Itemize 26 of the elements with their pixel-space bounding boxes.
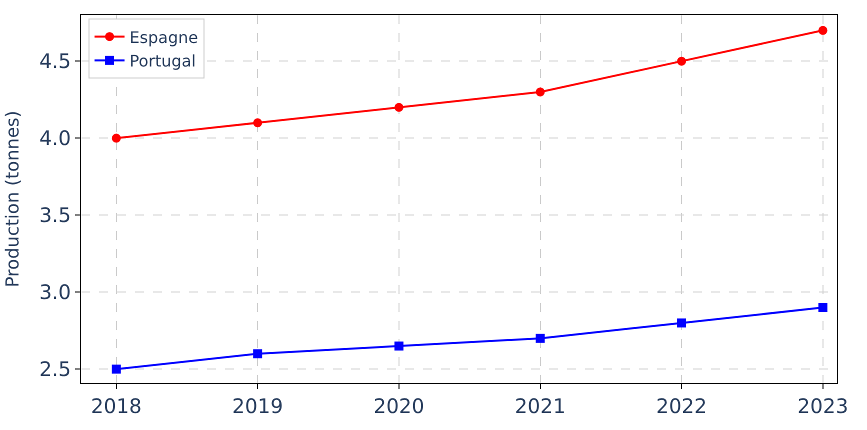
legend-label: Portugal [130,52,196,71]
x-tick-label: 2019 [232,394,284,418]
y-tick-label: 2.5 [39,357,71,382]
point [394,102,404,112]
point [253,118,262,128]
x-tick-label: 2020 [373,394,424,418]
point [112,364,121,374]
point [818,303,828,312]
y-tick-label: 3.5 [39,203,71,228]
y-tick-label: 4.5 [39,49,71,74]
point [536,87,545,96]
point [253,349,262,358]
point [677,318,686,328]
point [112,134,121,143]
legend-label: Espagne [130,28,198,47]
point [677,56,686,66]
point [536,334,545,343]
x-tick-label: 2018 [90,394,142,418]
y-tick-label: 3.0 [39,280,71,304]
point [394,342,404,351]
x-tick-label: 2022 [656,394,708,418]
point [818,26,828,35]
x-tick-label: 2023 [797,394,848,418]
x-tick-label: 2021 [514,394,566,418]
y-axis-title: Production (tonnes) [2,110,24,288]
y-tick-label: 4.0 [39,126,71,150]
